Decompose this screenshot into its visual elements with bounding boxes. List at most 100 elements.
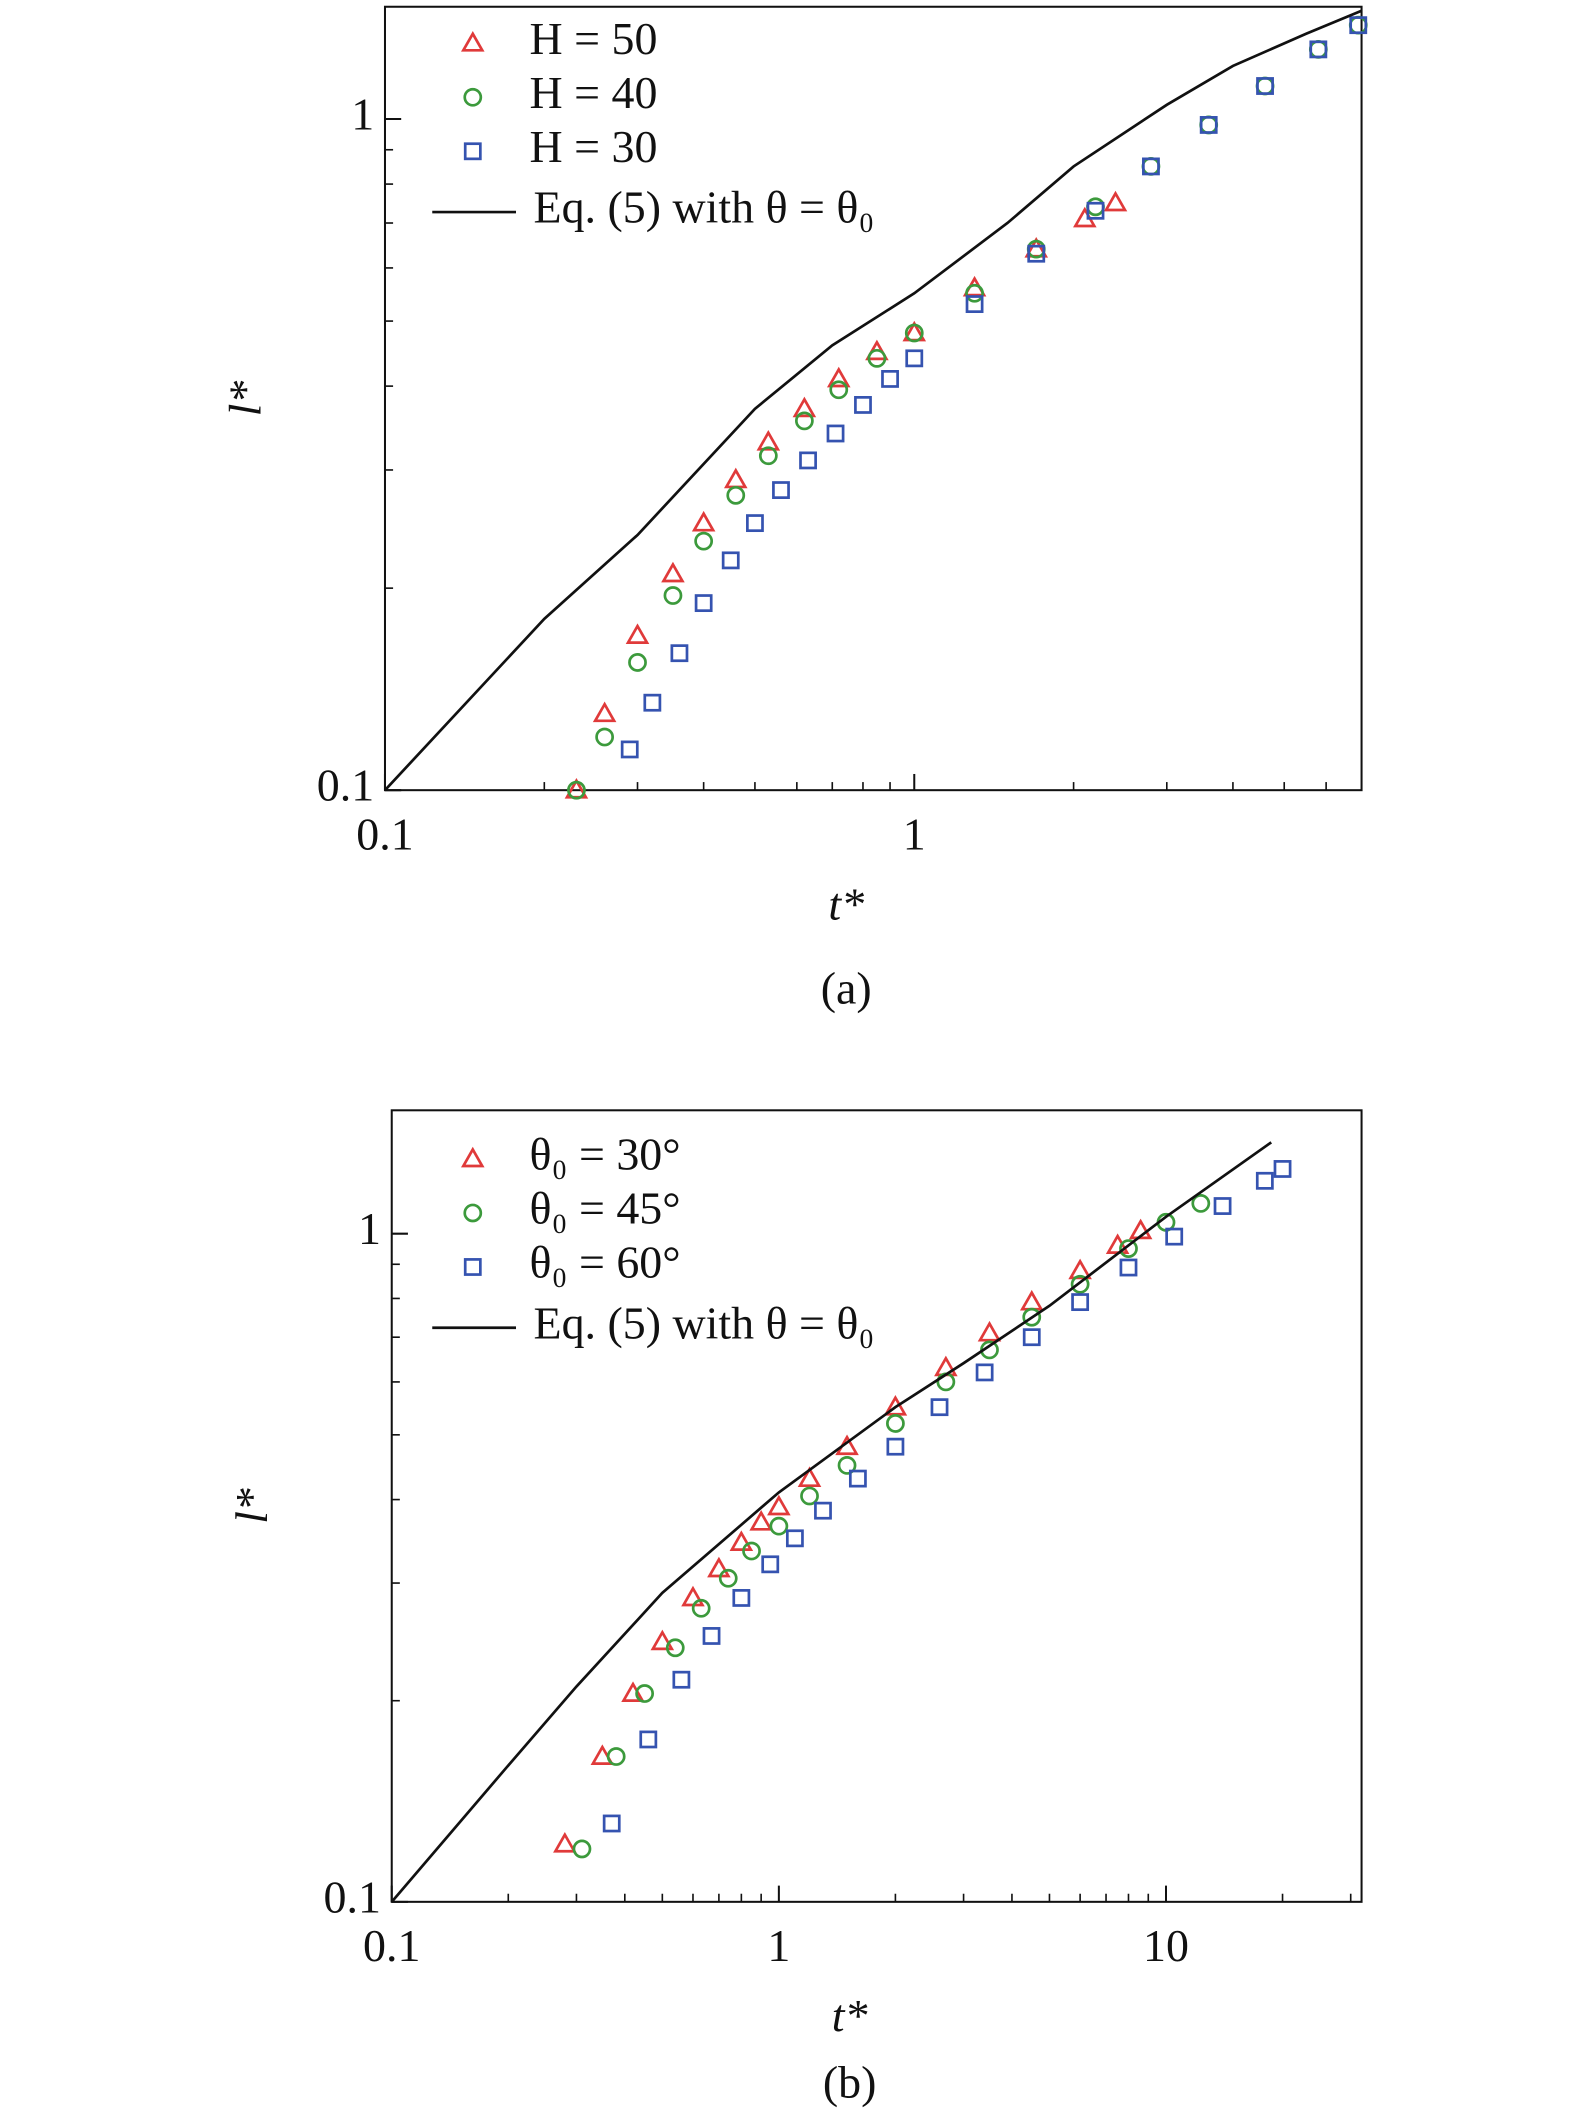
legend-swatch bbox=[463, 87, 483, 107]
data-point bbox=[772, 481, 790, 499]
legend-label: H = 40 bbox=[530, 67, 658, 118]
x-tick-label: 0.1 bbox=[363, 1920, 420, 1971]
data-point bbox=[826, 366, 851, 388]
data-point bbox=[837, 1456, 857, 1475]
data-point bbox=[1086, 197, 1105, 217]
data-point bbox=[602, 1814, 621, 1833]
x-tick-label: 1 bbox=[767, 1920, 790, 1971]
data-point bbox=[886, 1437, 905, 1456]
data-point bbox=[595, 727, 615, 747]
y-tick-label: 0.1 bbox=[324, 1871, 381, 1922]
data-point bbox=[1165, 1227, 1184, 1246]
legend-label: θ₀ = 45° bbox=[530, 1182, 681, 1233]
data-point bbox=[639, 1730, 658, 1749]
data-point bbox=[1213, 1197, 1232, 1215]
data-point bbox=[854, 396, 872, 414]
x-tick-label: 10 bbox=[1143, 1920, 1189, 1971]
data-point bbox=[1349, 16, 1368, 35]
data-point bbox=[1068, 1258, 1092, 1280]
data-point bbox=[767, 1494, 791, 1516]
data-point bbox=[707, 1556, 731, 1578]
y-tick-label: 1 bbox=[358, 1203, 381, 1254]
caption: (a) bbox=[821, 962, 872, 1013]
legend-label: H = 50 bbox=[530, 13, 658, 64]
data-point bbox=[1142, 157, 1160, 176]
data-point bbox=[975, 1363, 994, 1382]
x-tick-label: 1 bbox=[903, 808, 926, 859]
data-point bbox=[1119, 1258, 1138, 1277]
data-point bbox=[799, 451, 817, 470]
data-point bbox=[867, 348, 887, 368]
data-point bbox=[1141, 157, 1161, 176]
data-point bbox=[670, 644, 689, 663]
x-axis-label: t* bbox=[828, 879, 864, 930]
legend-swatch bbox=[463, 1203, 483, 1223]
data-point bbox=[826, 424, 845, 443]
data-point bbox=[628, 653, 647, 672]
data-point bbox=[592, 701, 617, 723]
data-point bbox=[1022, 1328, 1041, 1347]
data-point bbox=[625, 623, 650, 644]
data-point bbox=[829, 380, 849, 400]
data-point bbox=[1256, 77, 1274, 95]
legend-swatch bbox=[463, 142, 482, 161]
data-point bbox=[620, 740, 639, 759]
data-point bbox=[1071, 1293, 1090, 1312]
plot-frame bbox=[390, 1109, 1363, 1903]
data-point bbox=[1027, 244, 1046, 263]
data-point bbox=[1191, 1194, 1211, 1213]
fit-line bbox=[383, 9, 1363, 792]
data-point bbox=[1273, 1160, 1292, 1178]
data-point bbox=[977, 1320, 1002, 1342]
data-point bbox=[756, 430, 781, 451]
data-point bbox=[1255, 76, 1275, 96]
data-point bbox=[723, 467, 748, 489]
data-point bbox=[691, 1598, 711, 1618]
y-axis-label: l* bbox=[219, 381, 270, 417]
data-point bbox=[794, 411, 814, 431]
data-point bbox=[761, 1555, 780, 1574]
data-point bbox=[1199, 116, 1218, 134]
data-point bbox=[936, 1372, 956, 1392]
data-point bbox=[934, 1355, 958, 1377]
data-point bbox=[665, 1638, 685, 1658]
data-point bbox=[785, 1529, 804, 1548]
y-axis-label: l* bbox=[226, 1488, 277, 1524]
data-point bbox=[635, 1684, 655, 1703]
data-point bbox=[718, 1568, 738, 1588]
data-point bbox=[1199, 115, 1219, 135]
data-point bbox=[1348, 15, 1368, 35]
data-point bbox=[553, 1831, 577, 1853]
legend-label: θ₀ = 60° bbox=[530, 1237, 681, 1288]
data-point bbox=[1255, 1171, 1274, 1190]
data-point bbox=[726, 485, 746, 505]
data-point bbox=[792, 396, 817, 418]
data-point bbox=[1019, 1289, 1044, 1311]
data-point bbox=[681, 1585, 705, 1607]
x-axis-label: t* bbox=[832, 1990, 868, 2041]
data-point bbox=[1309, 40, 1328, 59]
y-tick-label: 1 bbox=[351, 89, 374, 140]
fit-line bbox=[390, 1141, 1273, 1903]
data-point bbox=[904, 323, 924, 343]
data-point bbox=[663, 586, 683, 605]
data-point bbox=[814, 1501, 832, 1520]
data-point bbox=[930, 1398, 949, 1417]
data-point bbox=[732, 1589, 751, 1607]
data-point bbox=[886, 1414, 905, 1433]
data-point bbox=[835, 1434, 859, 1456]
data-point bbox=[672, 1670, 691, 1689]
data-point bbox=[694, 594, 713, 613]
data-point bbox=[758, 446, 778, 466]
y-tick-label: 0.1 bbox=[317, 760, 374, 811]
data-point bbox=[1070, 1274, 1090, 1294]
data-point bbox=[1086, 201, 1105, 220]
data-point bbox=[729, 1530, 754, 1551]
data-point bbox=[746, 514, 764, 533]
data-point bbox=[742, 1541, 761, 1561]
data-point bbox=[1103, 190, 1128, 212]
data-point bbox=[567, 780, 586, 800]
x-tick-label: 0.1 bbox=[356, 808, 413, 859]
data-point bbox=[606, 1747, 626, 1766]
